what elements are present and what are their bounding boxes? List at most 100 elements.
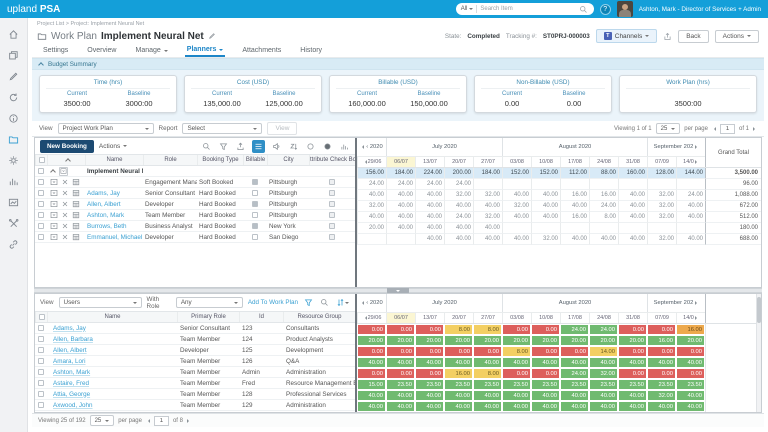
hours-cell[interactable] (647, 179, 676, 190)
next-week-icon[interactable] (694, 316, 699, 320)
filter-icon[interactable] (218, 141, 229, 152)
hours-cell[interactable]: 40.00 (386, 201, 415, 212)
availability-cell[interactable]: 23.50 (618, 379, 647, 390)
hours-cell[interactable]: 40.00 (444, 201, 473, 212)
availability-cell[interactable]: 20.00 (502, 335, 531, 346)
availability-cell[interactable]: 23.50 (560, 379, 589, 390)
row-checkbox[interactable] (35, 232, 47, 242)
summary-hours-cell[interactable]: 144.00 (676, 168, 705, 179)
summary-hours-cell[interactable]: 112.00 (560, 168, 589, 179)
summary-hours-cell[interactable]: 156.00 (357, 168, 386, 179)
booking-calendar-icon[interactable] (71, 189, 80, 198)
sidebar-item-sync[interactable] (5, 90, 23, 105)
hours-cell[interactable]: 24.00 (415, 179, 444, 190)
availability-cell[interactable]: 16.00 (444, 368, 473, 379)
timeline-year-nav[interactable]: ‹ 2020 (357, 294, 386, 312)
availability-cell[interactable]: 0.00 (531, 346, 560, 357)
availability-cell[interactable]: 0.00 (386, 324, 415, 335)
availability-cell[interactable]: 40.00 (531, 390, 560, 401)
summary-hours-cell[interactable]: 152.00 (531, 168, 560, 179)
sort-icon[interactable] (288, 141, 299, 152)
availability-cell[interactable]: 24.00 (560, 324, 589, 335)
hours-cell[interactable] (676, 223, 705, 234)
status-circle-icon[interactable] (305, 141, 316, 152)
availability-cell[interactable]: 40.00 (589, 401, 618, 412)
hours-cell[interactable] (386, 234, 415, 245)
availability-cell[interactable]: 40.00 (618, 357, 647, 368)
timeline-date-header[interactable]: 27/07 (473, 312, 502, 323)
row-checkbox[interactable] (35, 356, 47, 366)
hours-cell[interactable]: 32.00 (647, 201, 676, 212)
resource-name-link[interactable]: Adams, Jay (53, 324, 86, 332)
channels-button[interactable]: T Channels (595, 29, 658, 43)
view-select[interactable]: Project Work Plan (57, 123, 154, 134)
timeline-date-header[interactable]: 14/0 (676, 156, 705, 167)
availability-cell[interactable]: 0.00 (676, 368, 705, 379)
availability-cell[interactable]: 20.00 (444, 335, 473, 346)
availability-cell[interactable]: 20.00 (357, 335, 386, 346)
hours-cell[interactable]: 40.00 (560, 201, 589, 212)
add-icon[interactable] (59, 166, 68, 176)
hours-cell[interactable]: 24.00 (357, 179, 386, 190)
availability-cell[interactable]: 16.00 (647, 335, 676, 346)
availability-cell[interactable]: 0.00 (647, 368, 676, 379)
hours-cell[interactable]: 40.00 (415, 212, 444, 223)
prev-week-icon[interactable] (363, 316, 367, 320)
booking-calendar-icon[interactable] (71, 200, 80, 209)
row-checkbox[interactable] (35, 334, 47, 344)
resource-name-link[interactable]: Adams, Jay (87, 189, 120, 197)
availability-cell[interactable]: 20.00 (560, 335, 589, 346)
timeline-date-header[interactable]: 03/08 (502, 312, 531, 323)
hours-cell[interactable]: 24.00 (589, 201, 618, 212)
availability-cell[interactable]: 40.00 (531, 401, 560, 412)
select-all-checkbox[interactable] (35, 312, 47, 322)
delete-booking-icon[interactable] (60, 178, 69, 187)
availability-cell[interactable]: 32.00 (647, 390, 676, 401)
availability-cell[interactable]: 20.00 (473, 335, 502, 346)
chart-icon[interactable] (339, 141, 350, 152)
billable-checkbox[interactable] (243, 199, 267, 209)
availability-cell[interactable]: 8.00 (444, 324, 473, 335)
booking-calendar-icon[interactable] (71, 211, 80, 220)
availability-cell[interactable]: 40.00 (647, 357, 676, 368)
booking-calendar-icon[interactable] (71, 178, 80, 187)
hours-cell[interactable]: 40.00 (444, 223, 473, 234)
vertical-scrollbar[interactable] (756, 294, 761, 412)
prev-page-icon[interactable] (712, 126, 716, 131)
search-icon[interactable] (201, 141, 212, 152)
billable-checkbox[interactable] (243, 221, 267, 231)
timeline-date-header[interactable]: 06/07 (386, 156, 415, 167)
hours-cell[interactable] (531, 179, 560, 190)
timeline-date-header[interactable]: 10/08 (531, 156, 560, 167)
delete-booking-icon[interactable] (60, 189, 69, 198)
hours-cell[interactable]: 40.00 (531, 190, 560, 201)
report-select[interactable]: Select (182, 123, 263, 134)
availability-cell[interactable]: 40.00 (502, 357, 531, 368)
delete-booking-icon[interactable] (60, 211, 69, 220)
availability-cell[interactable]: 0.00 (647, 346, 676, 357)
hours-cell[interactable] (589, 179, 618, 190)
hours-cell[interactable]: 40.00 (473, 201, 502, 212)
availability-cell[interactable]: 0.00 (502, 368, 531, 379)
booking-menu-icon[interactable] (49, 211, 58, 220)
global-search[interactable]: All Search Item (455, 3, 594, 15)
availability-cell[interactable]: 16.00 (676, 324, 705, 335)
availability-cell[interactable]: 40.00 (676, 401, 705, 412)
billable-checkbox[interactable] (243, 210, 267, 220)
hours-cell[interactable]: 24.00 (386, 179, 415, 190)
next-period-icon[interactable] (695, 145, 699, 149)
booking-calendar-icon[interactable] (71, 233, 80, 242)
row-checkbox[interactable] (35, 210, 47, 220)
availability-cell[interactable]: 23.50 (386, 379, 415, 390)
sidebar-item-chart-board[interactable] (5, 195, 23, 210)
next-page-icon[interactable] (753, 126, 757, 131)
hours-cell[interactable] (560, 223, 589, 234)
availability-cell[interactable]: 40.00 (386, 357, 415, 368)
resource-name-link[interactable]: Allen, Albert (53, 346, 87, 354)
availability-cell[interactable]: 14.00 (589, 346, 618, 357)
billable-checkbox[interactable] (243, 232, 267, 242)
hours-cell[interactable] (618, 179, 647, 190)
hours-cell[interactable]: 40.00 (618, 212, 647, 223)
hours-cell[interactable]: 40.00 (589, 234, 618, 245)
availability-cell[interactable]: 0.00 (357, 368, 386, 379)
